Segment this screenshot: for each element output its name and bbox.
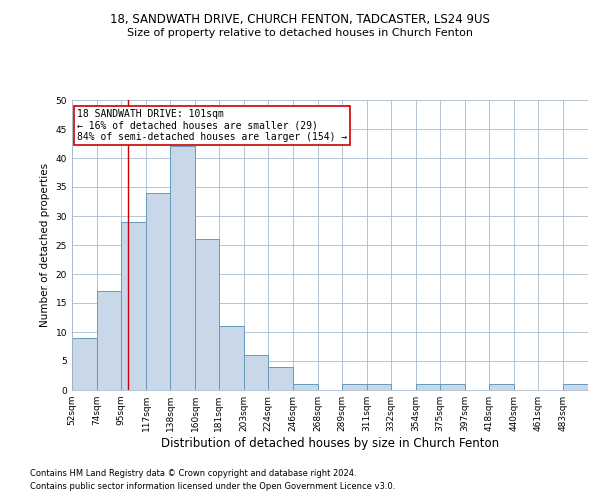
Bar <box>219 326 244 390</box>
Bar <box>342 384 367 390</box>
Bar <box>244 355 268 390</box>
Text: 18, SANDWATH DRIVE, CHURCH FENTON, TADCASTER, LS24 9US: 18, SANDWATH DRIVE, CHURCH FENTON, TADCA… <box>110 12 490 26</box>
Text: Contains public sector information licensed under the Open Government Licence v3: Contains public sector information licen… <box>30 482 395 491</box>
Bar <box>170 146 195 390</box>
Bar <box>121 222 146 390</box>
Bar <box>440 384 465 390</box>
Bar <box>416 384 440 390</box>
Bar <box>195 239 219 390</box>
Bar <box>367 384 391 390</box>
Bar <box>146 193 170 390</box>
X-axis label: Distribution of detached houses by size in Church Fenton: Distribution of detached houses by size … <box>161 437 499 450</box>
Y-axis label: Number of detached properties: Number of detached properties <box>40 163 50 327</box>
Bar <box>97 292 121 390</box>
Text: Contains HM Land Registry data © Crown copyright and database right 2024.: Contains HM Land Registry data © Crown c… <box>30 468 356 477</box>
Bar <box>563 384 588 390</box>
Bar <box>268 367 293 390</box>
Bar <box>293 384 318 390</box>
Bar <box>72 338 97 390</box>
Bar <box>489 384 514 390</box>
Text: 18 SANDWATH DRIVE: 101sqm
← 16% of detached houses are smaller (29)
84% of semi-: 18 SANDWATH DRIVE: 101sqm ← 16% of detac… <box>77 108 347 142</box>
Text: Size of property relative to detached houses in Church Fenton: Size of property relative to detached ho… <box>127 28 473 38</box>
